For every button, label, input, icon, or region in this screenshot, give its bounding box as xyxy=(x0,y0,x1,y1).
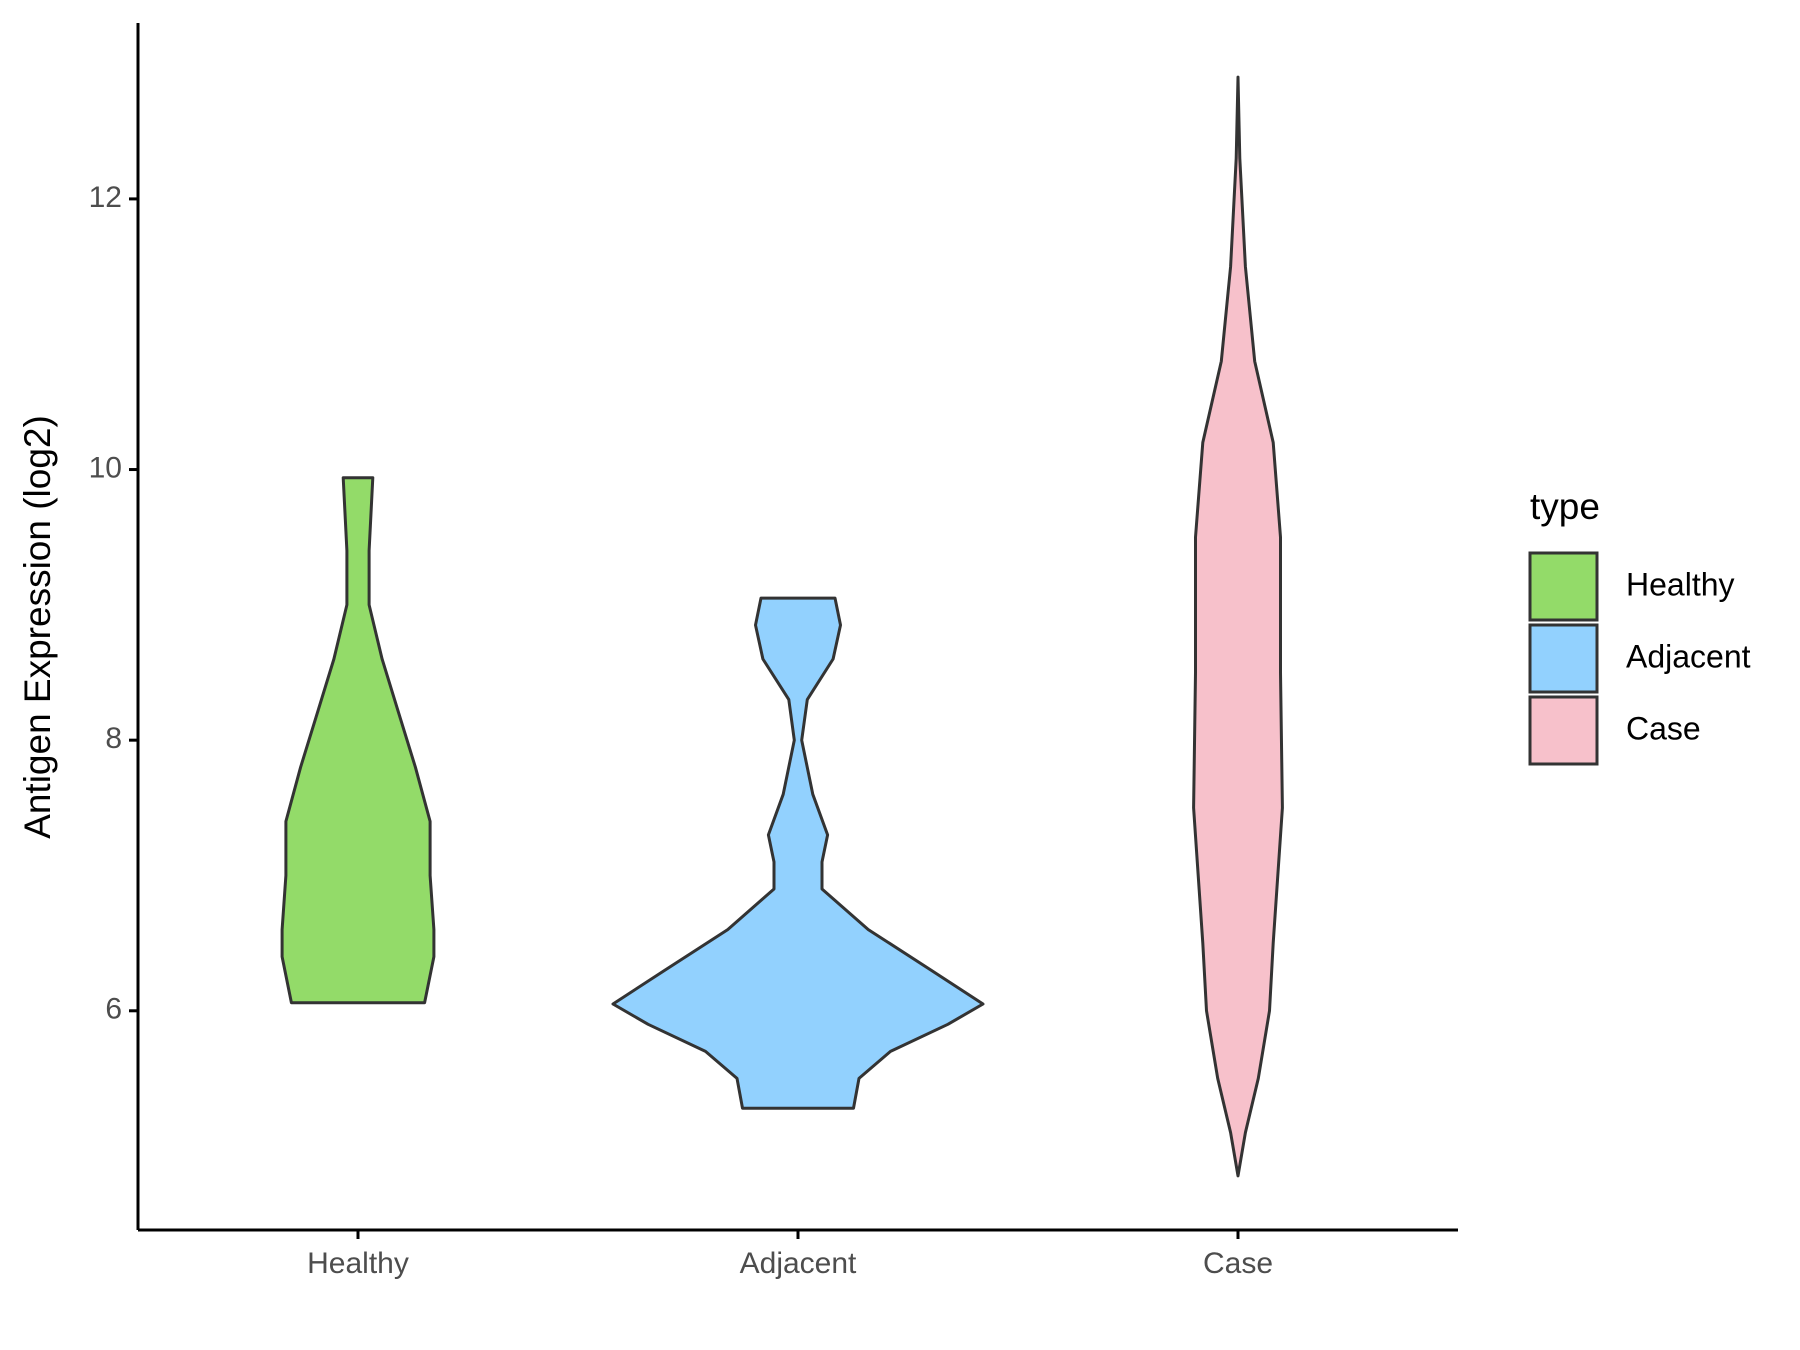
legend-label: Case xyxy=(1626,710,1701,746)
y-tick-label: 8 xyxy=(105,722,122,755)
legend-label: Adjacent xyxy=(1626,638,1751,674)
x-tick-label: Adjacent xyxy=(740,1247,857,1280)
violin xyxy=(611,596,985,1110)
y-axis-label: Antigen Expression (log2) xyxy=(17,415,58,839)
y-tick-label: 10 xyxy=(89,451,122,484)
violin xyxy=(1192,75,1284,1178)
legend-label: Healthy xyxy=(1626,566,1735,602)
legend-key xyxy=(1528,695,1599,766)
y-tick-label: 6 xyxy=(105,993,122,1026)
x-tick-label: Healthy xyxy=(307,1247,409,1280)
violin xyxy=(280,476,436,1005)
legend-key xyxy=(1528,551,1599,622)
x-tick-label: Case xyxy=(1203,1247,1273,1280)
legend-key xyxy=(1528,623,1599,694)
y-tick-label: 12 xyxy=(89,181,122,214)
legend-title: type xyxy=(1530,486,1600,527)
